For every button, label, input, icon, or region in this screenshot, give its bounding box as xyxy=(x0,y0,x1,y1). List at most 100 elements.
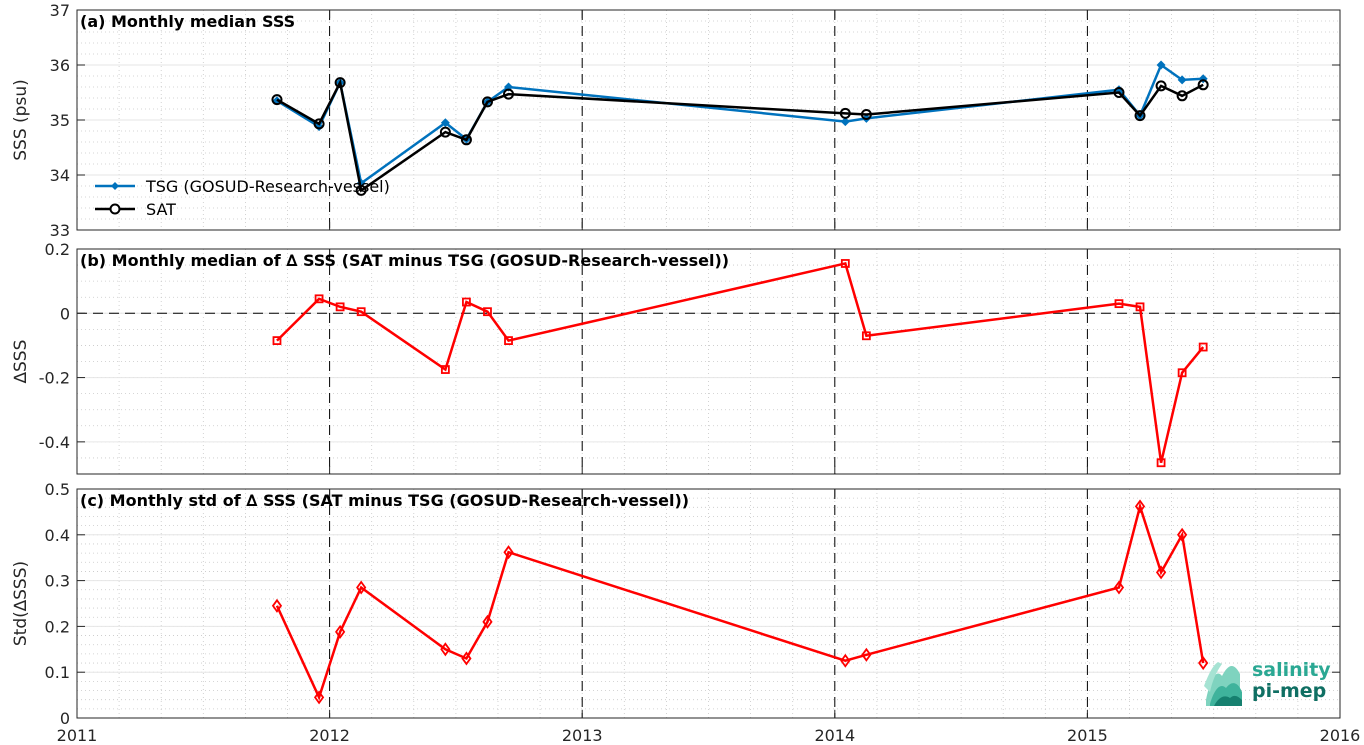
y-tick-label: 0.2 xyxy=(45,617,70,636)
grid xyxy=(76,248,1341,475)
x-tick-label: 2015 xyxy=(1067,726,1108,745)
legend-marker-tsg xyxy=(111,182,119,190)
logo-wave-graphic xyxy=(1204,662,1242,706)
series-delta xyxy=(271,499,1209,705)
series-line xyxy=(276,261,1205,464)
data-point xyxy=(840,259,850,268)
data-point xyxy=(314,294,324,304)
series-line xyxy=(276,78,1204,193)
logo-text-salinity: salinity xyxy=(1252,659,1331,681)
y-tick-label: 34 xyxy=(50,166,70,185)
data-point xyxy=(1135,302,1145,312)
data-point xyxy=(840,117,850,127)
data-point xyxy=(1177,75,1187,85)
data-point xyxy=(1176,90,1188,102)
legend-panel-a: TSG (GOSUD-Research-vessel) SAT xyxy=(95,177,390,219)
data-point xyxy=(1113,580,1125,595)
data-point xyxy=(462,297,471,307)
data-point xyxy=(1197,79,1209,91)
data-point xyxy=(271,598,283,613)
data-point xyxy=(335,624,346,639)
legend-label-tsg: TSG (GOSUD-Research-vessel) xyxy=(145,177,390,196)
y-tick-label: 0.1 xyxy=(45,663,70,682)
y-axis-label: Std(∆SSS) xyxy=(11,561,31,646)
y-tick-label: 0.4 xyxy=(45,526,70,545)
series-sat xyxy=(271,77,1209,196)
data-point xyxy=(1134,499,1146,514)
data-point xyxy=(481,96,493,108)
y-tick-label: 0 xyxy=(60,709,70,728)
x-tick-label: 2013 xyxy=(562,726,603,745)
panel-a-sss: 33 34 35 36 37 SSS (psu) (a) Monthly median SS… xyxy=(11,1,1341,240)
panel-title: (a) Monthly median SSS xyxy=(80,12,295,31)
grid xyxy=(76,488,1341,719)
data-point xyxy=(1114,299,1124,309)
data-point xyxy=(1113,87,1125,98)
x-tick-label: 2016 xyxy=(1320,726,1361,745)
data-point xyxy=(1156,60,1166,70)
data-point xyxy=(356,580,367,595)
data-point xyxy=(483,307,492,317)
x-tick-label: 2012 xyxy=(309,726,350,745)
data-point xyxy=(503,88,515,100)
data-point xyxy=(861,647,872,662)
y-axis-label: SSS (psu) xyxy=(11,79,31,160)
data-point xyxy=(1198,656,1209,671)
y-tick-label: 0.2 xyxy=(45,240,70,259)
data-point xyxy=(314,122,324,132)
grid xyxy=(76,9,1341,231)
panel-b-delta-sss: -0.4 -0.2 0 0.2 ∆SSS (b) Monthly median of ∆ … xyxy=(11,240,1341,475)
panel-title: (b) Monthly median of ∆ SSS (SAT minus T… xyxy=(80,251,729,270)
x-axis-tick-labels: 2011 2012 2013 2014 2015 2016 xyxy=(57,726,1361,745)
data-point xyxy=(334,77,346,89)
data-point xyxy=(272,336,282,346)
series-line xyxy=(275,501,1205,701)
data-point xyxy=(313,118,325,130)
axes-box xyxy=(76,488,1341,719)
data-point xyxy=(1134,110,1146,122)
panel-title: (c) Monthly std of ∆ SSS (SAT minus TSG … xyxy=(80,491,689,510)
y-tick-label: 37 xyxy=(50,1,70,20)
x-tick-label: 2014 xyxy=(814,726,855,745)
data-point xyxy=(440,365,450,374)
data-point xyxy=(1198,342,1208,352)
panel-c-std-delta-sss: 0 0.1 0.2 0.3 0.4 0.5 Std(∆SSS) (c) Monthly std… xyxy=(11,480,1341,728)
data-point xyxy=(271,94,283,106)
data-point xyxy=(1177,527,1188,542)
y-tick-label: -0.2 xyxy=(39,369,70,388)
y-tick-label: 0 xyxy=(60,304,70,323)
data-point xyxy=(839,107,851,119)
data-point xyxy=(439,126,451,138)
y-tick-label: -0.4 xyxy=(39,433,70,452)
logo-text-pi-mep: pi-mep xyxy=(1252,680,1326,702)
data-point xyxy=(356,307,366,317)
data-point xyxy=(1155,80,1167,92)
legend-marker-sat xyxy=(109,203,121,215)
y-axis-label: ∆SSS xyxy=(11,340,31,385)
data-point xyxy=(504,336,513,346)
data-point xyxy=(840,653,851,668)
data-point xyxy=(1155,565,1167,580)
series-tsg xyxy=(272,60,1208,188)
data-point xyxy=(440,118,450,128)
data-point xyxy=(860,109,872,120)
data-point xyxy=(460,134,472,146)
x-tick-label: 2011 xyxy=(57,726,98,745)
data-point xyxy=(461,651,472,666)
data-point xyxy=(503,545,514,560)
data-point xyxy=(861,331,871,341)
data-point xyxy=(1156,458,1166,468)
y-tick-label: 36 xyxy=(50,56,70,75)
data-point xyxy=(355,184,367,196)
data-point xyxy=(482,614,493,629)
y-tick-label: 0.3 xyxy=(45,572,70,591)
data-point xyxy=(313,690,325,705)
data-point xyxy=(440,642,451,657)
data-point xyxy=(1177,368,1187,378)
y-tick-label: 0.5 xyxy=(45,480,70,499)
y-tick-label: 33 xyxy=(50,221,70,240)
data-point xyxy=(335,302,345,312)
legend-label-sat: SAT xyxy=(146,200,176,219)
series-delta xyxy=(272,259,1208,468)
